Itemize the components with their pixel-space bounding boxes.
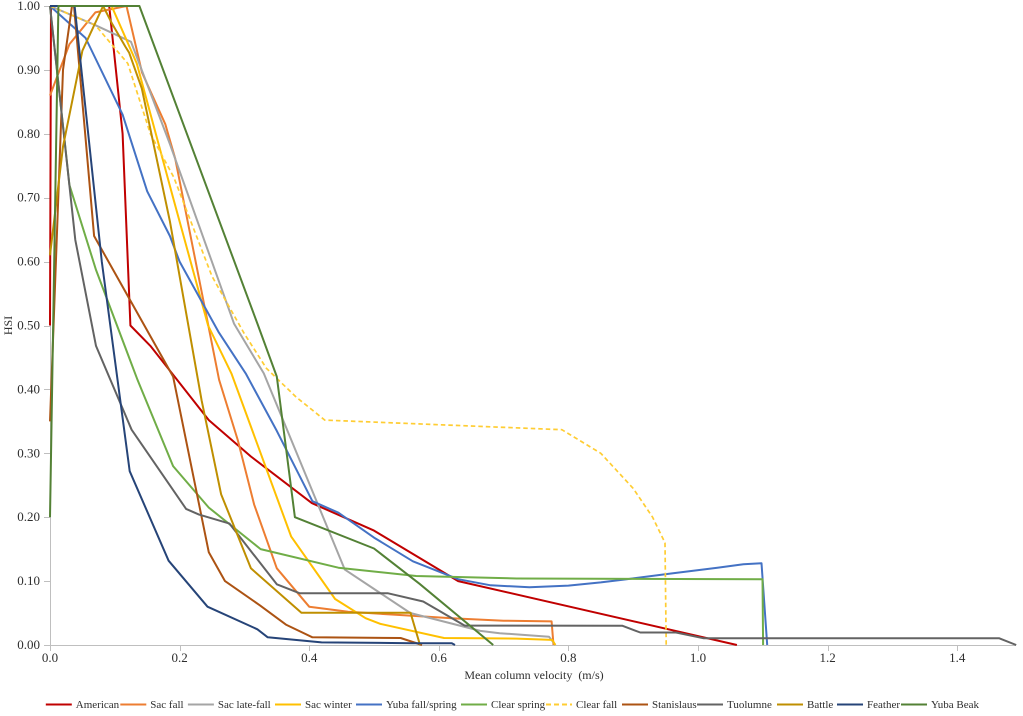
- svg-text:0.4: 0.4: [301, 650, 318, 665]
- svg-text:Yuba fall/spring: Yuba fall/spring: [386, 699, 457, 711]
- svg-text:Clear fall: Clear fall: [576, 699, 617, 711]
- svg-text:HSI: HSI: [1, 316, 15, 335]
- svg-text:Feather: Feather: [867, 699, 900, 711]
- svg-text:Sac late-fall: Sac late-fall: [218, 699, 271, 711]
- svg-text:Yuba Beak: Yuba Beak: [931, 699, 979, 711]
- svg-text:Sac fall: Sac fall: [150, 699, 183, 711]
- svg-text:Stanislaus: Stanislaus: [652, 699, 697, 711]
- svg-text:1.00: 1.00: [17, 0, 40, 13]
- svg-text:0.80: 0.80: [17, 126, 40, 141]
- svg-text:0.00: 0.00: [17, 637, 40, 652]
- svg-text:0.0: 0.0: [42, 650, 58, 665]
- svg-text:0.10: 0.10: [17, 573, 40, 588]
- svg-text:Tuolumne: Tuolumne: [727, 699, 772, 711]
- svg-text:0.2: 0.2: [171, 650, 187, 665]
- svg-text:0.70: 0.70: [17, 190, 40, 205]
- svg-text:0.30: 0.30: [17, 445, 40, 460]
- svg-text:0.40: 0.40: [17, 381, 40, 396]
- svg-text:Sac winter: Sac winter: [305, 699, 352, 711]
- svg-text:0.8: 0.8: [560, 650, 576, 665]
- svg-text:American: American: [76, 699, 120, 711]
- svg-text:Clear spring: Clear spring: [491, 699, 546, 711]
- svg-text:0.60: 0.60: [17, 254, 40, 269]
- svg-text:1.2: 1.2: [819, 650, 835, 665]
- svg-text:0.50: 0.50: [17, 318, 40, 333]
- svg-text:1.4: 1.4: [949, 650, 966, 665]
- svg-text:Mean column velocity (m/s): Mean column velocity (m/s): [464, 668, 603, 682]
- svg-text:0.6: 0.6: [431, 650, 448, 665]
- svg-text:Battle: Battle: [807, 699, 833, 711]
- svg-text:0.20: 0.20: [17, 509, 40, 524]
- svg-text:1.0: 1.0: [690, 650, 706, 665]
- svg-text:0.90: 0.90: [17, 62, 40, 77]
